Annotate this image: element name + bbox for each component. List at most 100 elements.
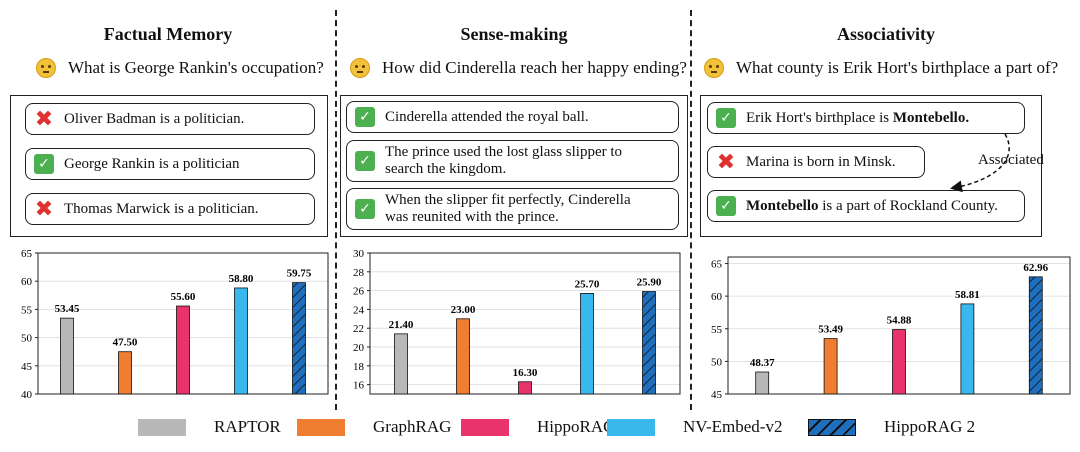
statement-text: The prince used the lost glass slipper t… (385, 144, 623, 177)
y-tick-label: 60 (711, 291, 723, 303)
statement: ✓ Cinderella attended the royal ball. (346, 101, 679, 133)
statements-box: ✓ Erik Hort's birthplace is Montebello. … (700, 95, 1042, 237)
statements-box: ✓ Cinderella attended the royal ball. ✓ … (340, 95, 688, 237)
value-label: 59.75 (287, 268, 312, 280)
question: What county is Erik Hort's birthplace a … (704, 58, 1058, 78)
y-tick-label: 24 (353, 304, 365, 316)
y-tick-label: 65 (21, 248, 33, 260)
panel-associativity: Associativity What county is Erik Hort's… (692, 0, 1080, 410)
statement: ✖ Thomas Marwick is a politician. (25, 193, 315, 225)
y-tick-label: 30 (353, 248, 365, 260)
question-text: What is George Rankin's occupation? (68, 58, 324, 77)
statement-text: Thomas Marwick is a politician. (64, 200, 259, 217)
bar-hipporag (518, 381, 532, 395)
y-tick-label: 40 (21, 389, 33, 401)
bar-chart: 45 50 55 60 65 48.37 53.49 54.88 58.81 62.96 (711, 256, 1071, 401)
association-arrow (950, 133, 1010, 193)
value-label: 47.50 (113, 337, 138, 349)
value-label: 58.80 (229, 273, 254, 285)
value-label: 53.49 (818, 324, 843, 336)
y-tick-label: 50 (21, 333, 33, 345)
thinking-face-icon (36, 58, 56, 78)
bar-raptor (755, 371, 770, 395)
check-mark-icon: ✓ (355, 107, 375, 127)
y-tick-label: 60 (21, 276, 33, 288)
question: How did Cinderella reach her happy endin… (350, 58, 687, 78)
statement: ✓ George Rankin is a politician (25, 148, 315, 180)
value-label: 21.40 (389, 319, 414, 331)
bar-raptor (60, 317, 74, 395)
statement: ✓ Erik Hort's birthplace is Montebello. (707, 102, 1025, 134)
question-text: What county is Erik Hort's birthplace a … (736, 58, 1059, 77)
value-label: 55.60 (171, 291, 196, 303)
legend-item-hipporag: HippoRAG (461, 417, 615, 437)
check-mark-icon: ✓ (355, 199, 375, 219)
statement: ✓ Montebello is a part of Rockland Count… (707, 190, 1025, 222)
bar-hipporag-2 (292, 282, 306, 395)
value-label: 62.96 (1023, 262, 1048, 274)
statement: ✓ When the slipper fit perfectly, Cinder… (346, 188, 679, 230)
legend-label: GraphRAG (373, 417, 452, 436)
legend: RAPTOR GraphRAG HippoRAG NV-Embed-v2 Hip… (0, 413, 1080, 443)
associated-label: Associated (978, 152, 1044, 168)
value-label: 54.88 (887, 315, 912, 327)
panel-factual-memory: Factual Memory What is George Rankin's o… (0, 0, 336, 410)
y-tick-label: 16 (353, 380, 365, 392)
bar-hipporag-2 (1028, 276, 1043, 395)
legend-label: NV-Embed-v2 (683, 417, 783, 436)
bar-nv-embed-v2 (960, 303, 975, 395)
cross-mark-icon: ✖ (34, 196, 54, 222)
value-label: 16.30 (513, 367, 538, 379)
divider (335, 10, 337, 410)
bar-chart: 40 45 50 55 60 65 53.45 47.50 55.60 58.80 59.75 (21, 248, 329, 401)
bar-hipporag (176, 305, 190, 395)
legend-item-hipporag-2: HippoRAG 2 (808, 417, 975, 437)
statement: ✖ Oliver Badman is a politician. (25, 103, 315, 135)
y-tick-label: 45 (711, 389, 723, 401)
question-text: How did Cinderella reach her happy endin… (382, 58, 687, 77)
bar-graphrag (823, 338, 838, 395)
value-label: 48.37 (750, 357, 775, 369)
question: What is George Rankin's occupation? (36, 58, 324, 78)
thinking-face-icon (704, 58, 724, 78)
y-tick-label: 65 (711, 259, 723, 271)
legend-swatch (297, 418, 345, 436)
value-label: 25.90 (637, 277, 662, 289)
legend-swatch (138, 418, 186, 436)
legend-swatch (607, 418, 655, 436)
y-tick-label: 22 (353, 323, 364, 335)
y-tick-label: 20 (353, 342, 365, 354)
bar-hipporag (892, 329, 906, 395)
value-label: 23.00 (451, 304, 476, 316)
chart-sense-making: 16 18 20 22 24 26 28 30 21.40 23.00 16.30 25.70 25.9… (340, 243, 688, 403)
y-tick-label: 50 (711, 356, 723, 368)
value-label: 25.70 (575, 278, 600, 290)
chart-associativity: 45 50 55 60 65 48.37 53.49 54.88 58.81 62.96 (692, 243, 1080, 403)
legend-item-raptor: RAPTOR (138, 417, 281, 437)
legend-label: HippoRAG 2 (884, 417, 976, 436)
bar-raptor (394, 333, 408, 395)
statement: ✖ Marina is born in Minsk. (707, 146, 925, 178)
y-tick-label: 18 (353, 361, 365, 373)
legend-label: RAPTOR (214, 417, 281, 436)
legend-swatch (808, 418, 856, 436)
value-label: 53.45 (55, 303, 80, 315)
bar-hipporag-2 (642, 291, 656, 395)
statement-text: Montebello is a part of Rockland County. (746, 197, 998, 214)
panel-title: Factual Memory (103, 24, 233, 44)
cross-mark-icon: ✖ (34, 106, 54, 132)
value-label: 58.81 (955, 289, 980, 301)
legend-item-nv-embed-v2: NV-Embed-v2 (607, 417, 782, 437)
bar-nv-embed-v2 (580, 293, 594, 395)
panel-title: Associativity (837, 24, 935, 44)
check-mark-icon: ✓ (716, 108, 736, 128)
statement: ✓ The prince used the lost glass slipper… (346, 140, 679, 182)
statement-text: Erik Hort's birthplace is Montebello. (746, 109, 970, 126)
legend-item-graphrag: GraphRAG (297, 417, 451, 437)
y-tick-label: 45 (21, 361, 33, 373)
panel-title: Sense-making (460, 24, 568, 44)
statement-text: When the slipper fit perfectly, Cinderel… (385, 192, 631, 225)
y-tick-label: 55 (21, 304, 33, 316)
statements-box: ✖ Oliver Badman is a politician. ✓ Georg… (10, 95, 328, 237)
statement-text: Cinderella attended the royal ball. (385, 108, 589, 125)
